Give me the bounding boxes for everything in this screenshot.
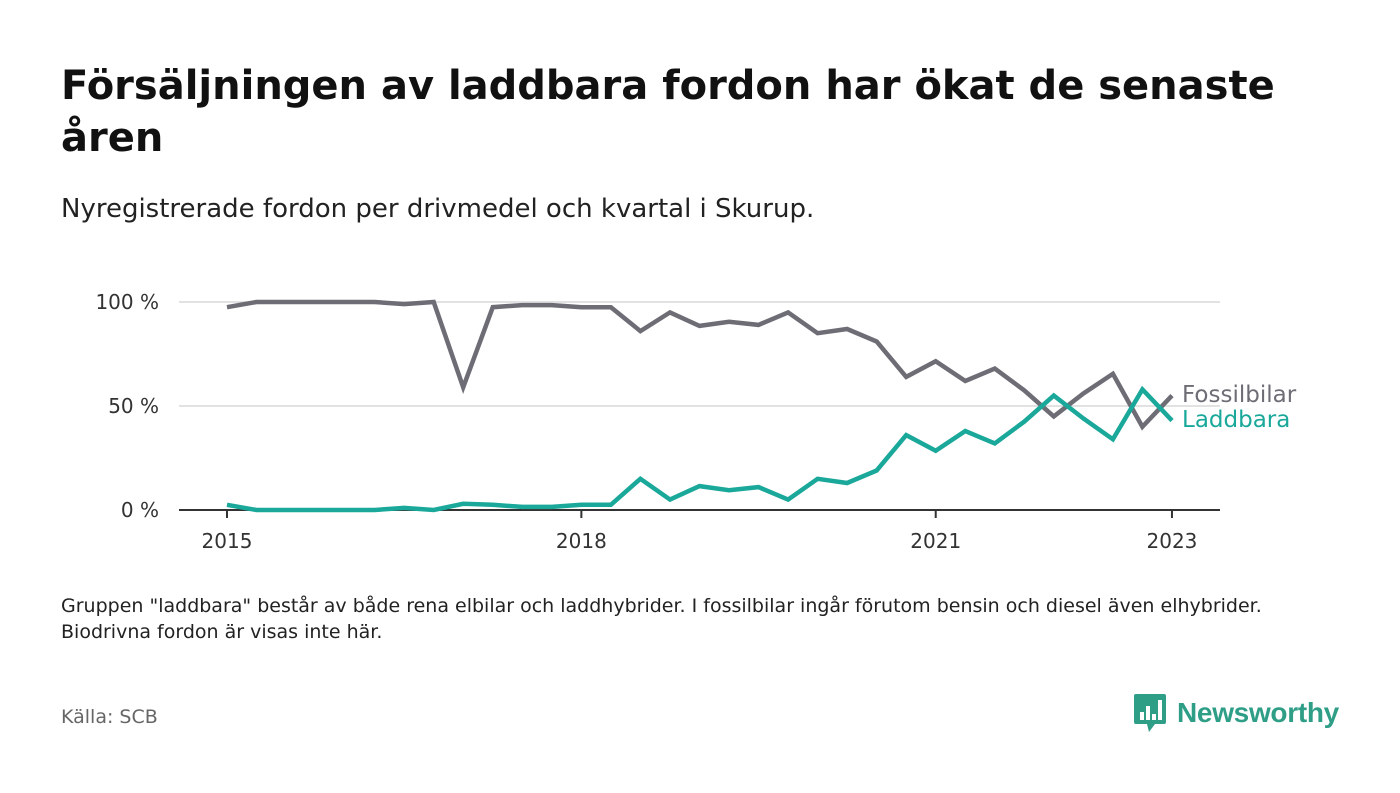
logo-text: Newsworthy xyxy=(1177,697,1339,728)
chart-note: Gruppen "laddbara" består av både rena e… xyxy=(61,595,1262,643)
newsworthy-logo: Newsworthy xyxy=(1133,692,1339,734)
chart-subtitle: Nyregistrerade fordon per drivmedel och … xyxy=(61,194,815,224)
chart-title: Försäljningen av laddbara fordon har öka… xyxy=(61,63,1275,161)
series-lines xyxy=(226,299,1174,513)
x-tick-label: 2018 xyxy=(556,529,607,553)
grid-lines xyxy=(179,301,1220,407)
series-label-fossilbilar: Fossilbilar xyxy=(1182,382,1297,408)
y-tick-label: 100 % xyxy=(95,290,159,314)
source-text: Källa: SCB xyxy=(61,706,158,728)
y-tick-label: 0 % xyxy=(121,498,159,522)
axes: 0 % 50 % 100 % 2015 2018 2021 2023 xyxy=(95,290,1220,553)
series-label-laddbara: Laddbara xyxy=(1182,407,1290,433)
bar-chart-icon xyxy=(1134,694,1166,732)
y-tick-label: 50 % xyxy=(108,394,159,418)
x-tick-label: 2015 xyxy=(202,529,253,553)
x-tick-label: 2021 xyxy=(910,529,961,553)
series-line-fossilbilar xyxy=(226,299,1174,431)
x-tick-label: 2023 xyxy=(1147,529,1198,553)
series-line-laddbara xyxy=(226,385,1174,513)
